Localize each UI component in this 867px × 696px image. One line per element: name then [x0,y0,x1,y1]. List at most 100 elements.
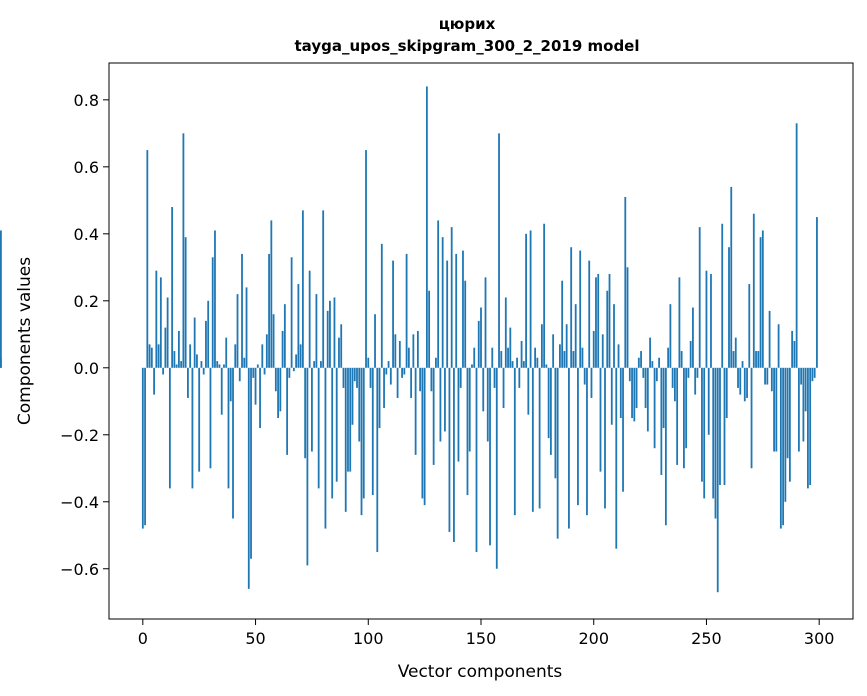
bar [198,367,201,472]
bar [444,367,446,432]
bar [782,367,785,526]
x-axis: 0 50 100 150 200 250 300 [138,619,835,648]
bar [522,361,525,368]
bar [471,364,473,368]
bar [277,367,279,419]
bar [563,351,566,368]
bar [572,351,575,368]
bar [146,150,149,368]
bar [256,364,259,368]
bar [347,367,349,472]
bar [527,367,530,415]
bar [353,367,356,382]
bar [631,367,633,419]
bar [322,210,325,368]
bar [475,367,478,553]
bar [683,367,685,469]
y-tick-label: −0.6 [60,560,99,579]
bar [225,337,228,368]
bar [241,253,243,368]
bar [286,367,289,455]
bar [189,344,192,368]
bar [516,357,518,368]
bar [554,367,557,479]
bar [401,367,403,378]
chart-subtitle: tayga_upos_skipgram_300_2_2019 model [295,37,640,55]
bar [498,133,500,368]
bar [301,210,304,368]
bar [755,351,757,368]
bar [180,361,183,368]
bar [430,367,433,392]
y-axis-label: Components values [15,257,35,425]
bar [148,344,151,368]
bar [599,367,602,472]
bar [448,367,451,532]
bar [261,344,264,368]
bar [766,367,769,385]
bars-group [0,86,818,593]
bar [764,367,766,385]
bar [779,367,782,529]
bar [416,330,419,368]
bar [613,304,615,368]
bar [797,367,800,452]
bar [453,367,455,542]
bar [590,367,593,398]
bar [712,367,715,499]
bar [466,367,469,496]
bar [252,367,255,378]
bar [540,324,543,368]
bar [811,367,814,382]
bar [601,334,604,368]
bar [462,250,464,368]
bar [813,367,816,378]
bar [660,367,663,475]
bar [247,367,250,589]
bar [283,304,286,368]
bar [678,277,681,368]
bar [351,367,354,425]
bar [187,367,189,398]
bar [419,367,422,392]
bar [734,337,737,368]
bar [223,364,225,368]
bar [773,367,775,452]
bar [513,367,516,516]
bar [500,351,503,368]
bar [326,310,329,368]
bar [387,361,390,368]
bar [807,367,809,489]
bar [340,324,343,368]
bar [725,367,728,419]
bar [692,307,694,368]
bar [484,277,487,368]
bar [579,250,582,368]
bar [389,367,392,385]
x-tick-label: 250 [691,629,722,648]
bar [177,330,180,368]
bar [698,227,701,368]
bar [274,367,277,392]
bar [770,367,773,392]
bar [741,361,744,368]
bar [642,367,645,378]
bar [520,341,523,368]
bar [455,253,458,368]
x-tick-label: 300 [804,629,835,648]
bar [786,367,789,459]
bar [504,297,507,368]
bar [268,253,270,368]
bar [263,367,266,375]
bar [331,367,334,499]
bar [559,344,561,368]
bar [604,367,606,509]
bar [719,367,721,486]
bar [236,294,239,368]
bar [628,367,631,382]
bar [536,357,539,368]
x-axis-label: Vector components [398,662,563,682]
bar [209,367,212,469]
bar [577,367,579,506]
bar [809,367,812,486]
